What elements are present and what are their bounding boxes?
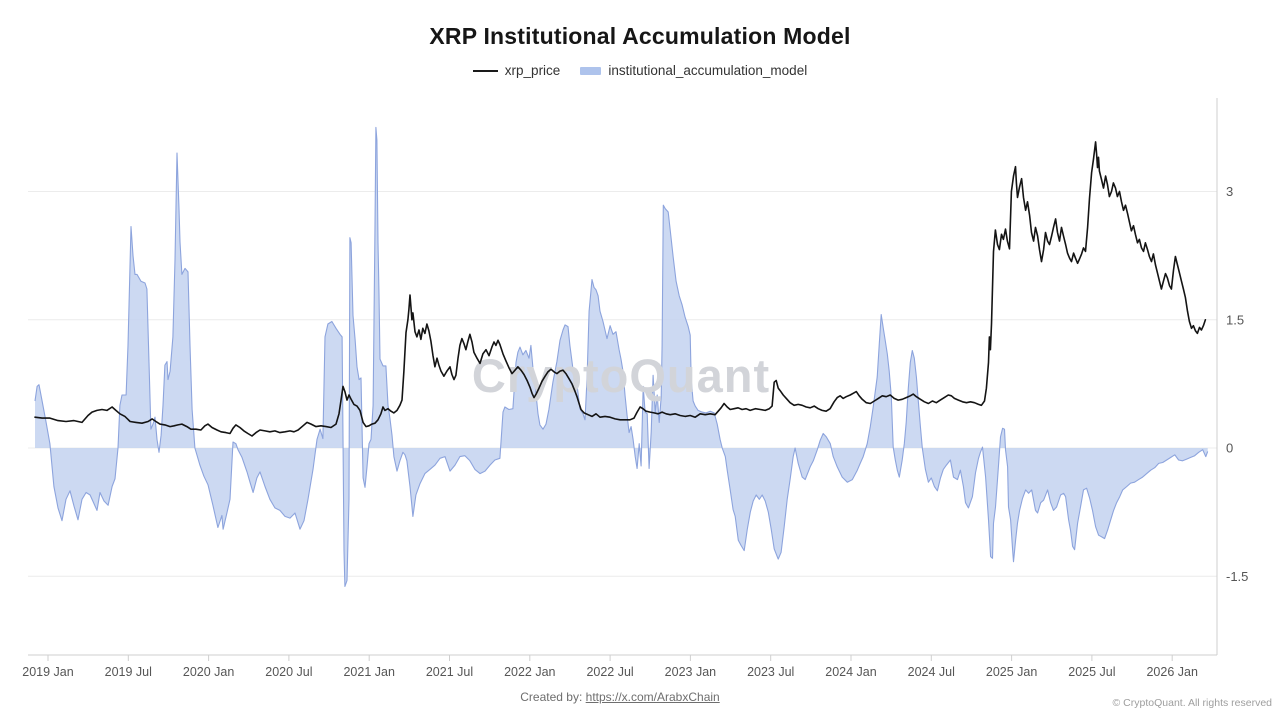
y-tick-label: 3	[1226, 184, 1233, 199]
cryptoquant-watermark-text: CryptoQuant	[472, 349, 770, 402]
chart-title: XRP Institutional Accumulation Model	[429, 23, 851, 49]
x-tick-label: 2019 Jul	[105, 665, 152, 679]
legend-label: xrp_price	[504, 63, 561, 78]
x-tick-label: 2020 Jul	[265, 665, 312, 679]
x-tick-label: 2022 Jan	[504, 665, 555, 679]
x-tick-label: 2025 Jan	[986, 665, 1037, 679]
legend: xrp_price institutional_accumulation_mod…	[0, 63, 1280, 78]
x-tick-label: 2022 Jul	[586, 665, 633, 679]
x-tick-label: 2019 Jan	[22, 665, 73, 679]
x-tick-label: 2021 Jul	[426, 665, 473, 679]
x-tick-label: 2024 Jul	[908, 665, 955, 679]
legend-label: institutional_accumulation_model	[608, 63, 808, 78]
x-tick-label: 2023 Jan	[665, 665, 716, 679]
model-area-outline	[34, 126, 1209, 588]
y-tick-label: 1.5	[1226, 312, 1244, 327]
x-tick-label: 2020 Jan	[183, 665, 234, 679]
y-tick-label: -1.5	[1226, 569, 1248, 584]
x-tick-label: 2024 Jan	[825, 665, 876, 679]
x-tick-label: 2023 Jul	[747, 665, 794, 679]
footer-created-by: Created by: https://x.com/ArabxChain	[0, 690, 1240, 704]
price-line	[34, 141, 1207, 437]
copyright-text: © CryptoQuant. All rights reserved	[1112, 697, 1272, 709]
legend-item-institutional-accumulation-model: institutional_accumulation_model	[580, 63, 807, 78]
line-swatch-icon	[472, 69, 498, 72]
y-tick-label: 0	[1226, 441, 1233, 456]
creator-link[interactable]: https://x.com/ArabxChain	[585, 690, 720, 704]
area-swatch-icon	[580, 66, 602, 75]
x-tick-label: 2021 Jan	[343, 665, 394, 679]
x-tick-label: 2026 Jan	[1146, 665, 1197, 679]
legend-item-xrp-price: xrp_price	[472, 63, 561, 78]
created-by-label: Created by:	[520, 690, 583, 704]
x-tick-label: 2025 Jul	[1068, 665, 1115, 679]
